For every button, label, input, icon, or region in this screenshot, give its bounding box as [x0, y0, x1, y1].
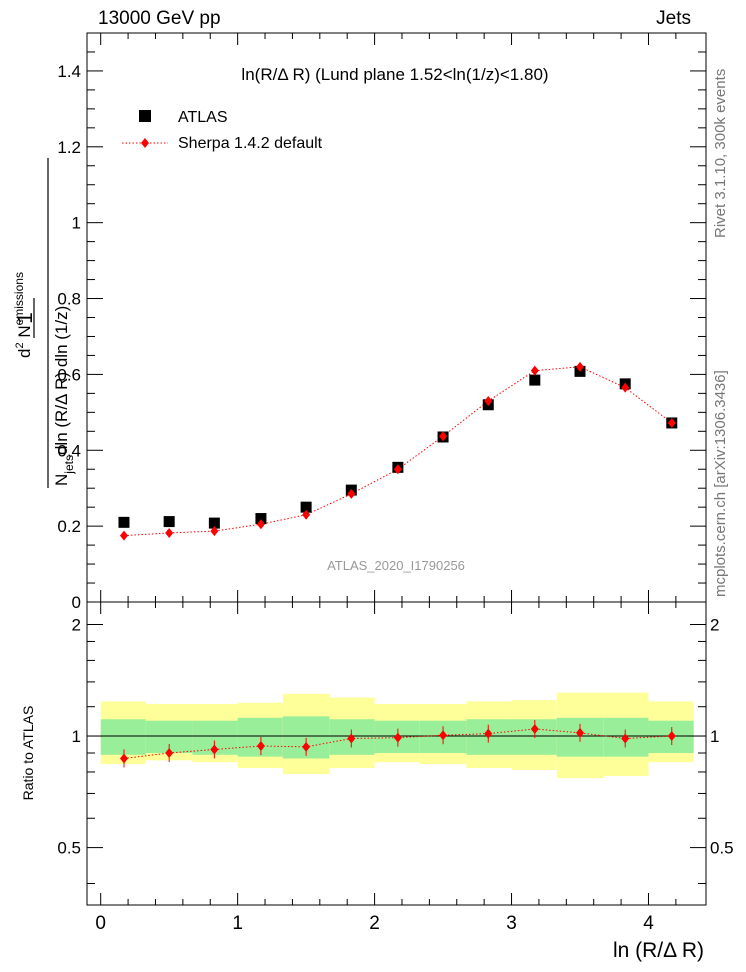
x-tick-label: 1 [232, 913, 243, 934]
ratio-y-tick-label: 0.5 [57, 839, 81, 858]
main-y-tick-label: 1 [72, 214, 81, 233]
ratio-inner-band [511, 719, 557, 755]
sherpa-point [165, 527, 174, 538]
ylabel-denominator: Njetsdln (R/Δ R) dln (1/z) [52, 306, 76, 486]
sherpa-point [210, 526, 219, 537]
ratio-sherpa-point [302, 741, 311, 752]
ratio-sherpa-point [530, 723, 539, 734]
ratio-sherpa-point [210, 744, 219, 755]
analysis-watermark: ATLAS_2020_I1790256 [327, 558, 465, 573]
main-y-tick-label: 0 [72, 593, 81, 612]
sherpa-point [621, 382, 630, 393]
ratio-y-tick-label-right: 0.5 [710, 839, 734, 858]
main-y-tick-label: 1.4 [57, 62, 81, 81]
ratio-sherpa-point [576, 727, 585, 738]
main-y-tick-label: 0.6 [57, 365, 81, 384]
main-y-tick-label: 0.4 [57, 441, 81, 460]
ratio-sherpa-point [439, 730, 448, 741]
sherpa-point [302, 509, 311, 520]
x-tick-label: 4 [643, 913, 654, 934]
ratio-y-tick-label: 1 [72, 727, 81, 746]
header-analysis-label: Jets [656, 8, 691, 29]
ylabel-prefix: 1 [14, 312, 37, 324]
legend: ATLAS Sherpa 1.4.2 default [122, 109, 323, 152]
ratio-sherpa-point [667, 731, 676, 742]
sherpa-point [256, 519, 265, 530]
legend-atlas-label: ATLAS [178, 109, 228, 126]
sherpa-point [576, 361, 585, 372]
main-y-tick-label: 1.2 [57, 138, 81, 157]
main-y-axis-label: 1 d2 Nemissions Njetsdln (R/Δ R) dln (1/… [12, 158, 76, 488]
main-y-tick-label: 0.2 [57, 517, 81, 536]
x-tick-label: 2 [369, 913, 380, 934]
atlas-point [529, 374, 541, 386]
ratio-inner-band [100, 719, 146, 755]
sherpa-point [667, 417, 676, 428]
atlas-point [208, 517, 220, 529]
legend-sherpa-marker [141, 138, 149, 148]
sherpa-point [484, 395, 493, 406]
chart-title: ln(R/Δ R) (Lund plane 1.52<ln(1/z)<1.80) [241, 65, 548, 84]
sherpa-point [530, 365, 539, 376]
legend-atlas-marker [139, 110, 151, 122]
atlas-point [118, 516, 130, 528]
ratio-sherpa-point [393, 732, 402, 743]
atlas-point [163, 516, 175, 528]
ratio-sherpa-point [119, 753, 128, 764]
x-tick-label: 0 [95, 913, 106, 934]
legend-sherpa-label: Sherpa 1.4.2 default [178, 135, 323, 152]
sherpa-point [439, 431, 448, 442]
ratio-sherpa-point [165, 748, 174, 759]
atlas-point [255, 513, 267, 525]
ratio-sherpa-point [256, 741, 265, 752]
sherpa-point [119, 530, 128, 541]
ratio-sherpa-point [347, 733, 356, 744]
x-axis-label: ln (R/Δ R) [613, 939, 704, 962]
ratio-y-tick-label: 2 [72, 615, 81, 634]
atlas-point [300, 501, 312, 513]
ratio-sherpa-point [621, 733, 630, 744]
ratio-y-tick-label-right: 2 [710, 615, 719, 634]
sherpa-point [347, 488, 356, 499]
sherpa-line [123, 366, 673, 537]
ratio-y-axis-label: Ratio to ATLAS [20, 706, 36, 801]
ratio-y-tick-label-right: 1 [710, 727, 719, 746]
x-tick-label: 3 [506, 913, 517, 934]
ratio-sherpa-point [484, 728, 493, 739]
sherpa-point [393, 464, 402, 475]
ylabel-numerator: d2 Nemissions [12, 272, 34, 358]
header-process-label: 13000 GeV pp [98, 8, 221, 29]
ratio-inner-band [237, 717, 283, 757]
main-y-tick-label: 0.8 [57, 290, 81, 309]
